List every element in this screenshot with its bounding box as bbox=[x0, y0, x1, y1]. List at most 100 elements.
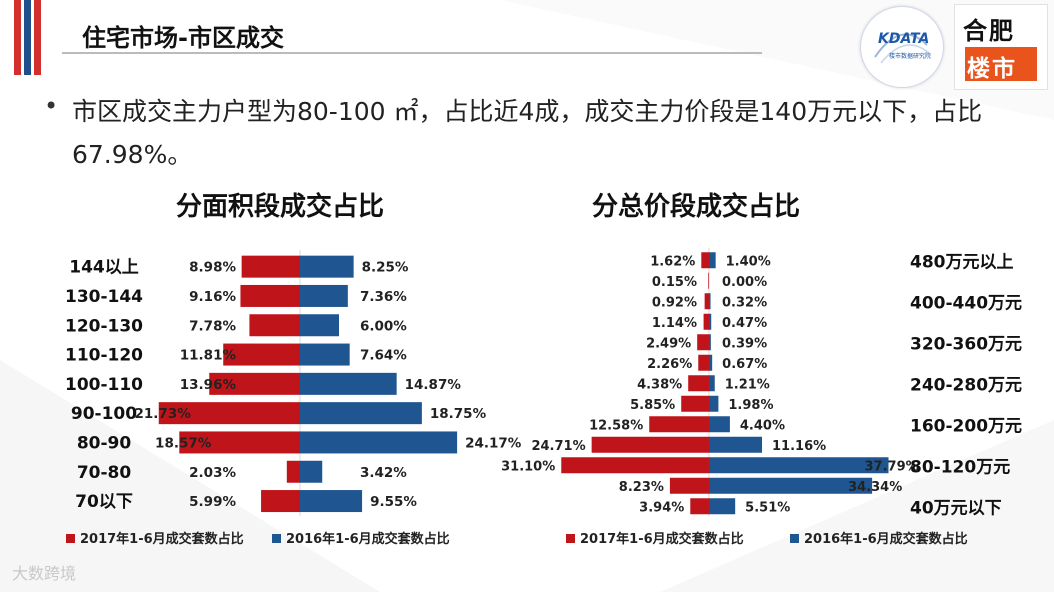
bar-2016 bbox=[709, 477, 873, 494]
legend-label-2016: 2016年1-6月成交套数占比 bbox=[804, 531, 968, 547]
bar-2017 bbox=[240, 284, 300, 307]
label-2016: 0.67% bbox=[722, 357, 767, 372]
label-2016: 18.75% bbox=[430, 406, 487, 422]
bar-2017 bbox=[286, 460, 300, 483]
category-label: 70以下 bbox=[75, 492, 133, 512]
bar-2016 bbox=[709, 457, 889, 474]
bar-2016 bbox=[709, 293, 711, 310]
bar-2017 bbox=[179, 431, 300, 454]
bar-2017 bbox=[209, 372, 300, 395]
label-2016: 0.00% bbox=[722, 275, 767, 290]
bar-2017 bbox=[681, 395, 709, 412]
bullet-marker: • bbox=[44, 92, 59, 120]
area-chart-title: 分面积段成交占比 bbox=[176, 192, 385, 222]
category-label: 400-440万元 bbox=[910, 293, 1022, 313]
bar-2016 bbox=[300, 314, 339, 337]
legend-swatch-2017 bbox=[566, 534, 575, 543]
category-label: 480万元以上 bbox=[910, 252, 1014, 272]
bar-2016 bbox=[300, 460, 323, 483]
title-divider bbox=[62, 52, 762, 54]
label-2016: 1.40% bbox=[726, 254, 771, 269]
bar-2017 bbox=[649, 416, 709, 433]
label-2016: 34.34% bbox=[848, 480, 902, 495]
label-2016: 0.47% bbox=[722, 316, 767, 331]
header-stripes bbox=[0, 0, 42, 75]
label-2017: 8.98% bbox=[189, 260, 236, 276]
hefei-property-logo: 合肥 楼市 bbox=[954, 4, 1048, 90]
area-butterfly-chart: 8.98% 8.25% 144以上 9.16% 7.36% 130-144 7.78% 6.0… bbox=[65, 250, 522, 547]
label-2016: 0.32% bbox=[722, 295, 767, 310]
bar-2017 bbox=[688, 375, 709, 392]
bar-2017 bbox=[223, 343, 300, 366]
bar-2016 bbox=[300, 490, 363, 513]
bar-2017 bbox=[690, 498, 709, 515]
label-2017: 21.73% bbox=[135, 406, 192, 422]
label-2016: 7.64% bbox=[360, 348, 407, 364]
label-2017: 31.10% bbox=[501, 459, 555, 474]
page-title: 住宅市场-市区成交 bbox=[82, 24, 284, 52]
legend-swatch-2016 bbox=[272, 534, 281, 543]
category-label: 40万元以下 bbox=[910, 498, 1002, 518]
label-2017: 3.94% bbox=[639, 500, 684, 515]
bar-2017 bbox=[703, 313, 709, 330]
label-2017: 7.78% bbox=[189, 318, 236, 334]
bar-2017 bbox=[698, 354, 709, 371]
label-2017: 1.14% bbox=[652, 316, 697, 331]
category-label: 130-144 bbox=[65, 287, 143, 307]
label-2017: 1.62% bbox=[650, 254, 695, 269]
bar-2017 bbox=[701, 252, 709, 269]
bar-2017 bbox=[697, 334, 709, 351]
label-2016: 3.42% bbox=[360, 465, 407, 481]
category-label: 90-100 bbox=[71, 404, 137, 424]
bar-2017 bbox=[158, 402, 300, 425]
label-2017: 8.23% bbox=[619, 480, 664, 495]
legend-swatch-2017 bbox=[66, 534, 75, 543]
label-2017: 18.57% bbox=[155, 435, 212, 451]
bar-2017 bbox=[704, 293, 709, 310]
legend-label-2017: 2017年1-6月成交套数占比 bbox=[80, 531, 244, 547]
bar-2016 bbox=[709, 416, 730, 433]
price-chart-title: 分总价段成交占比 bbox=[592, 192, 801, 222]
category-label: 110-120 bbox=[65, 346, 143, 366]
label-2017: 13.96% bbox=[180, 377, 237, 393]
category-label: 80-120万元 bbox=[910, 457, 1010, 477]
bar-2017 bbox=[261, 490, 300, 513]
label-2016: 4.40% bbox=[740, 418, 785, 433]
label-2017: 2.26% bbox=[647, 357, 692, 372]
category-label: 100-110 bbox=[65, 375, 143, 395]
bar-2017 bbox=[708, 272, 709, 289]
bar-2016 bbox=[709, 334, 711, 351]
label-2017: 2.49% bbox=[646, 336, 691, 351]
watermark-text: 大数跨境 bbox=[12, 564, 77, 583]
bar-2016 bbox=[709, 375, 715, 392]
category-label: 320-360万元 bbox=[910, 334, 1022, 354]
bar-2016 bbox=[709, 498, 736, 515]
label-2016: 8.25% bbox=[362, 260, 409, 276]
bar-2016 bbox=[300, 284, 348, 307]
label-2016: 9.55% bbox=[370, 494, 417, 510]
legend-swatch-2016 bbox=[790, 534, 799, 543]
label-2017: 12.58% bbox=[589, 418, 643, 433]
label-2017: 0.15% bbox=[652, 275, 697, 290]
category-label: 80-90 bbox=[77, 433, 132, 453]
bar-2017 bbox=[561, 457, 709, 474]
category-label: 70-80 bbox=[77, 463, 132, 483]
category-label: 120-130 bbox=[65, 316, 143, 336]
bar-2016 bbox=[300, 255, 354, 278]
bar-2016 bbox=[300, 372, 397, 395]
summary-text: 市区成交主力户型为80-100 ㎡，占比近4成，成交主力价段是140万元以下，占… bbox=[72, 97, 983, 169]
label-2016: 14.87% bbox=[405, 377, 462, 393]
data-research-logo: KDATA 楼市数据研究院 bbox=[860, 6, 944, 88]
bar-2017 bbox=[669, 477, 709, 494]
label-2016: 7.36% bbox=[360, 289, 407, 305]
label-2016: 0.39% bbox=[722, 336, 767, 351]
label-2016: 5.51% bbox=[745, 500, 790, 515]
label-2017: 9.16% bbox=[189, 289, 236, 305]
legend-label-2017: 2017年1-6月成交套数占比 bbox=[580, 531, 744, 547]
label-2016: 24.17% bbox=[465, 435, 522, 451]
bar-2016 bbox=[709, 313, 712, 330]
bar-2017 bbox=[591, 436, 709, 453]
bar-2016 bbox=[300, 402, 422, 425]
label-2016: 6.00% bbox=[360, 318, 407, 334]
